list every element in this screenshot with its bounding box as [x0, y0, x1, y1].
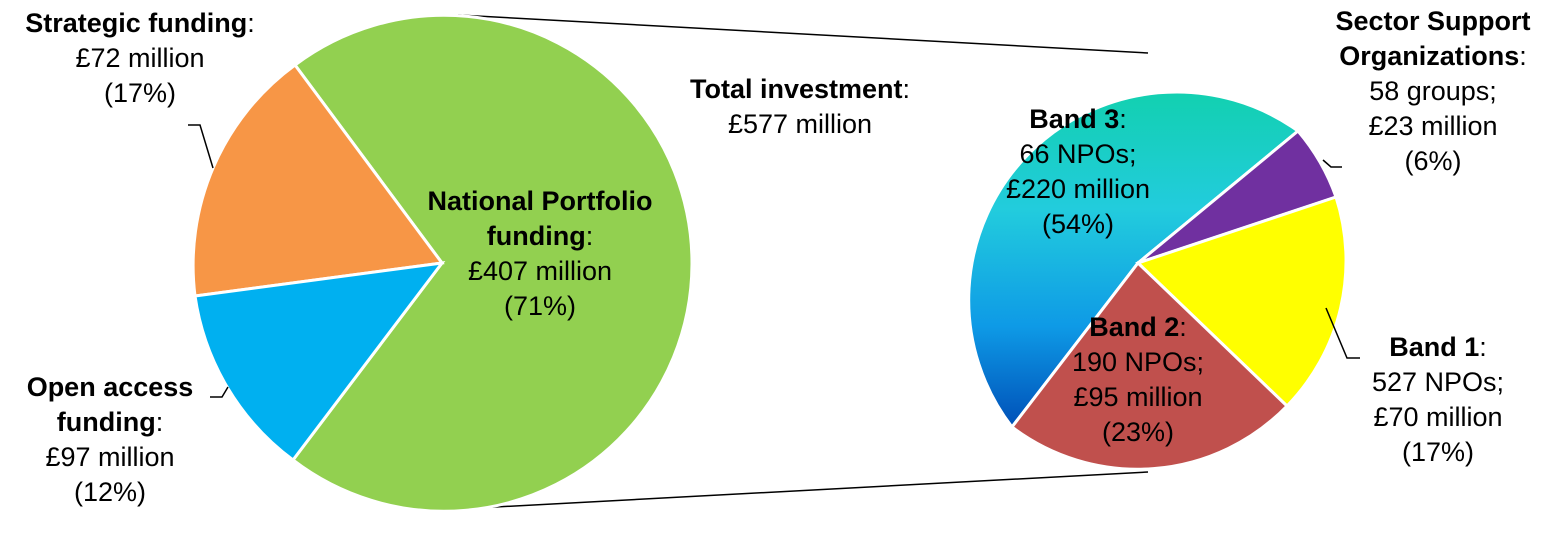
label-title: Band 2 [1089, 312, 1180, 342]
label-amount: £220 million [1005, 174, 1151, 204]
label-band-1: Band 1: 527 NPOs; £70 million (17%) [1338, 330, 1538, 470]
connector-line-top [457, 14, 1149, 54]
label-percent: (54%) [1041, 209, 1115, 239]
label-percent: (23%) [1101, 417, 1175, 447]
label-count: 58 groups; [1369, 76, 1497, 106]
label-percent: (6%) [1404, 146, 1462, 176]
label-title: Band 1 [1389, 332, 1480, 362]
label-amount: £407 million [467, 256, 613, 286]
label-open-access: Open access funding: £97 million (12%) [10, 370, 210, 510]
slice-strategic-funding [191, 62, 445, 298]
leader-line-strategic [188, 124, 214, 169]
slice-band-2 [1009, 260, 1290, 471]
label-sector-support: Sector Support Organizations: 58 groups;… [1318, 4, 1548, 179]
label-band-3: Band 3: 66 NPOs; £220 million (54%) [968, 102, 1188, 242]
label-title: National Portfolio [427, 186, 653, 216]
label-count: 527 NPOs; [1371, 367, 1505, 397]
connector-line-bottom [457, 471, 1149, 510]
leader-line-open-access [210, 386, 229, 398]
label-amount: £97 million [45, 442, 175, 472]
label-title: Total investment [689, 74, 903, 104]
label-total-investment: Total investment: £577 million [660, 72, 940, 142]
label-national-portfolio: National Portfolio funding: £407 million… [400, 184, 680, 324]
label-amount: £23 million [1368, 111, 1498, 141]
label-count: 190 NPOs; [1071, 347, 1205, 377]
label-count: 66 NPOs; [1019, 139, 1137, 169]
label-percent: (71%) [503, 291, 577, 321]
leader-line-band1 [1325, 307, 1360, 359]
label-amount: £577 million [727, 109, 873, 139]
label-amount: £95 million [1073, 382, 1203, 412]
label-title: Open access [26, 372, 194, 402]
label-amount: £70 million [1373, 402, 1503, 432]
label-amount: £72 million [75, 43, 205, 73]
label-title: Band 3 [1029, 104, 1120, 134]
label-percent: (17%) [103, 78, 177, 108]
label-title: Strategic funding [25, 8, 248, 38]
label-percent: (17%) [1401, 437, 1475, 467]
slice-national-portfolio [290, 13, 694, 513]
slice-band-1 [1135, 195, 1348, 409]
label-percent: (12%) [73, 477, 147, 507]
slice-band-3 [967, 90, 1301, 430]
leader-line-sso [1322, 159, 1342, 168]
label-strategic-funding: Strategic funding: £72 million (17%) [0, 6, 280, 111]
label-band-2: Band 2: 190 NPOs; £95 million (23%) [1038, 310, 1238, 450]
label-title: Sector Support [1335, 6, 1531, 36]
